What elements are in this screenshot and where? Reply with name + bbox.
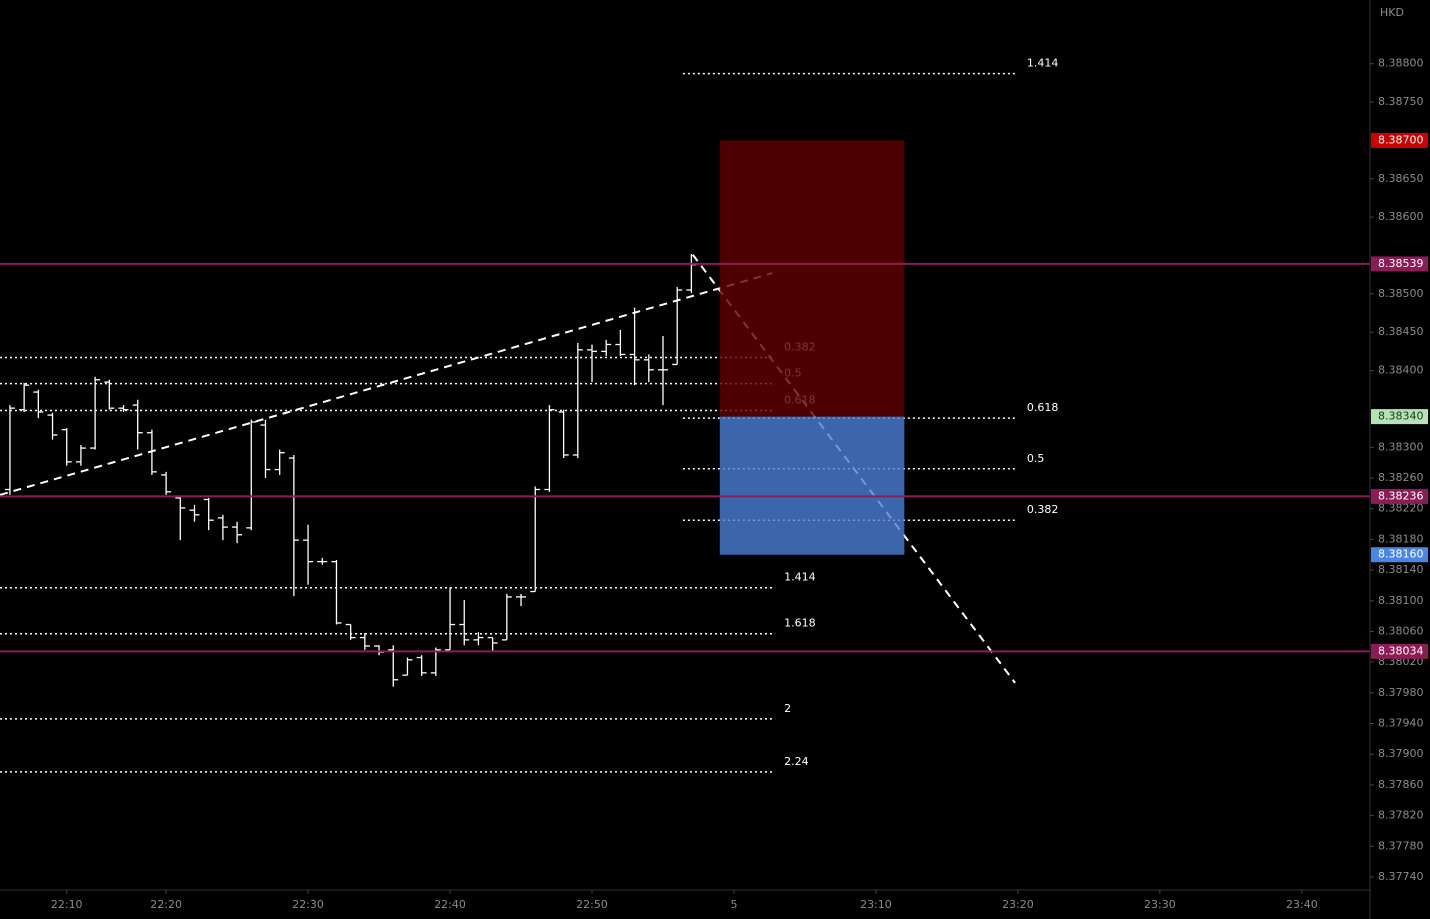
fib-label: 0.618 (1027, 401, 1059, 414)
y-tick-label: 8.38060 (1378, 624, 1424, 637)
x-tick-label: 22:30 (292, 898, 324, 911)
price-label-bg (1371, 409, 1428, 425)
price-label-bg (1371, 643, 1428, 659)
y-tick-label: 8.38140 (1378, 563, 1424, 576)
y-tick-label: 8.37740 (1378, 870, 1424, 883)
y-tick-label: 8.38600 (1378, 210, 1424, 223)
currency-label: HKD (1380, 6, 1404, 19)
x-tick-label: 22:50 (576, 898, 608, 911)
fib-label: 1.414 (1027, 57, 1059, 70)
price-label-bg (1371, 256, 1428, 272)
position-box (719, 140, 905, 417)
x-tick-label: 22:20 (150, 898, 182, 911)
price-label-bg (1371, 132, 1428, 148)
y-tick-label: 8.38220 (1378, 502, 1424, 515)
y-tick-label: 8.38300 (1378, 440, 1424, 453)
y-tick-label: 8.37900 (1378, 747, 1424, 760)
y-tick-label: 8.38450 (1378, 325, 1424, 338)
fib-label: 2.24 (784, 755, 809, 768)
y-tick-label: 8.37820 (1378, 809, 1424, 822)
trendline (0, 272, 773, 496)
x-tick-label: 23:30 (1144, 898, 1176, 911)
x-tick-label: 23:40 (1286, 898, 1318, 911)
fib-label: 1.618 (784, 617, 816, 630)
y-tick-label: 8.37860 (1378, 778, 1424, 791)
y-tick-label: 8.38260 (1378, 471, 1424, 484)
y-tick-label: 8.37780 (1378, 839, 1424, 852)
y-tick-label: 8.38750 (1378, 95, 1424, 108)
y-tick-label: 8.38400 (1378, 364, 1424, 377)
y-tick-label: 8.38500 (1378, 287, 1424, 300)
y-tick-label: 8.37980 (1378, 686, 1424, 699)
fib-label: 2 (784, 702, 791, 715)
y-tick-label: 8.37940 (1378, 717, 1424, 730)
price-label: 8.38160 (1378, 548, 1424, 561)
y-tick-label: 8.38100 (1378, 594, 1424, 607)
price-label: 8.38236 (1378, 489, 1424, 502)
y-tick-label: 8.38650 (1378, 172, 1424, 185)
x-tick-label: 22:10 (51, 898, 83, 911)
x-tick-label: 5 (730, 898, 737, 911)
position-box (719, 416, 905, 555)
y-tick-label: 8.38180 (1378, 532, 1424, 545)
y-tick-label: 8.38800 (1378, 57, 1424, 70)
fib-label: 0.5 (1027, 452, 1045, 465)
fib-label: 0.382 (1027, 503, 1059, 516)
price-label: 8.38340 (1378, 410, 1424, 423)
price-label-bg (1371, 547, 1428, 563)
price-label: 8.38700 (1378, 133, 1424, 146)
price-label: 8.38034 (1378, 644, 1424, 657)
price-label-bg (1371, 488, 1428, 504)
fib-label: 1.414 (784, 571, 816, 584)
x-tick-label: 23:20 (1002, 898, 1034, 911)
price-label: 8.38539 (1378, 257, 1424, 270)
x-tick-label: 23:10 (860, 898, 892, 911)
x-tick-label: 22:40 (434, 898, 466, 911)
